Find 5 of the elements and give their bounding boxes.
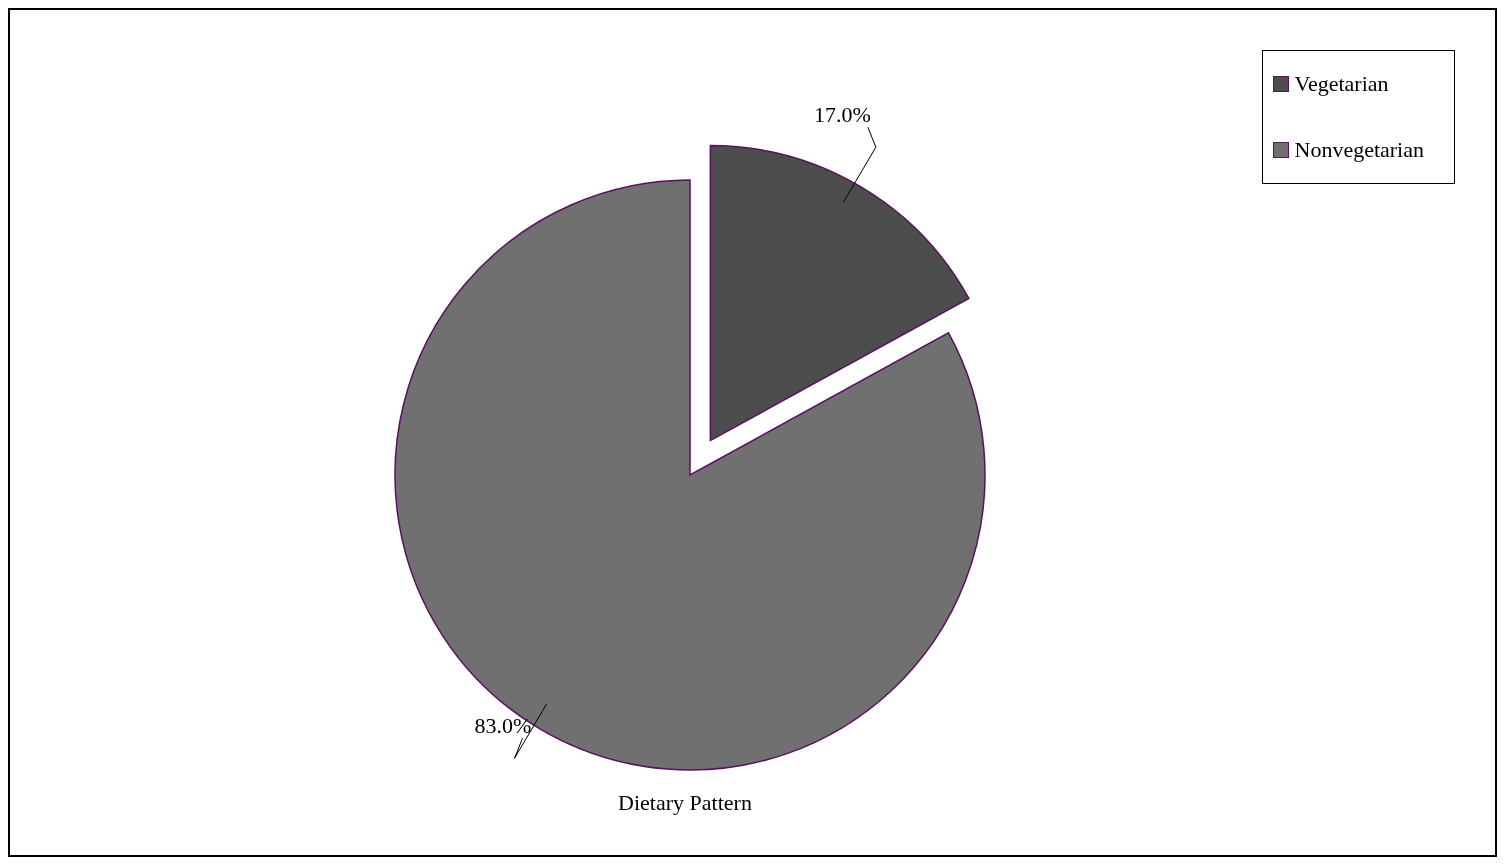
data-label: 83.0% [474,713,532,739]
legend-label: Vegetarian [1294,71,1389,97]
data-label: 17.0% [814,102,871,128]
legend-label: Nonvegetarian [1294,137,1424,163]
text: Dietary Pattern [617,790,753,816]
